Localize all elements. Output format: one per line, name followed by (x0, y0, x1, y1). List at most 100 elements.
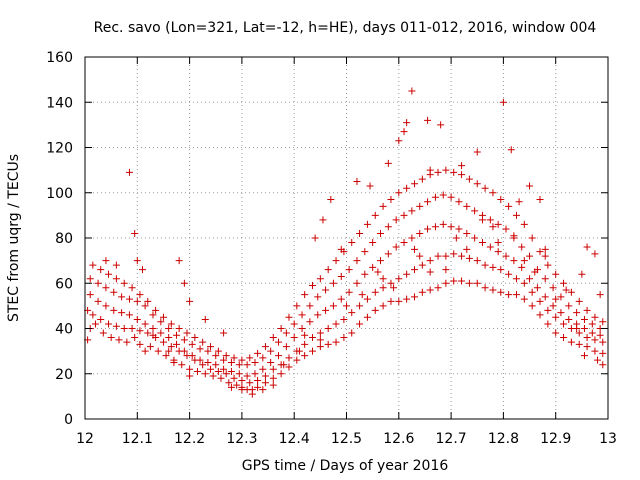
data-point (112, 322, 120, 330)
data-point (424, 198, 432, 206)
data-point (410, 266, 418, 274)
data-point (591, 313, 599, 321)
data-point (465, 175, 473, 183)
data-point (118, 309, 126, 317)
data-point (309, 347, 317, 355)
data-point (489, 189, 497, 197)
data-point (580, 325, 588, 332)
data-point (458, 277, 466, 285)
y-tick-label: 60 (55, 276, 73, 292)
data-point (340, 315, 348, 323)
data-point (188, 340, 196, 348)
data-point (520, 295, 528, 303)
data-point (332, 257, 340, 265)
data-point (505, 291, 513, 299)
data-point (141, 347, 149, 355)
data-point (167, 343, 175, 351)
data-point (269, 381, 277, 389)
data-point (515, 198, 523, 206)
data-point (512, 275, 520, 283)
data-point (327, 196, 335, 204)
data-point (573, 325, 581, 332)
data-point (146, 343, 154, 351)
data-point (384, 159, 392, 167)
data-point (410, 293, 418, 301)
data-point (518, 243, 526, 251)
data-point (486, 216, 494, 224)
data-point (591, 347, 599, 355)
data-point (416, 252, 424, 260)
data-point (277, 325, 285, 332)
data-point (301, 291, 309, 299)
data-point (552, 270, 560, 278)
data-point (463, 245, 471, 253)
data-point (390, 284, 398, 292)
data-point (133, 257, 141, 265)
data-point (510, 232, 518, 240)
data-point (128, 325, 136, 332)
data-point (149, 331, 157, 339)
data-point (175, 325, 183, 332)
data-point (431, 193, 439, 201)
data-point (505, 202, 513, 210)
data-point (560, 279, 568, 287)
data-point (225, 379, 233, 387)
data-point (165, 347, 173, 355)
data-point (544, 320, 552, 328)
data-point (400, 128, 408, 136)
data-point (431, 223, 439, 231)
data-point (418, 288, 426, 296)
data-point (214, 347, 222, 355)
data-point (588, 329, 596, 337)
data-point (269, 374, 277, 382)
data-point (285, 363, 293, 371)
data-point (549, 284, 557, 292)
data-point (552, 313, 560, 321)
data-point (374, 268, 382, 276)
data-point (269, 365, 277, 373)
data-point (541, 293, 549, 301)
data-point (418, 261, 426, 269)
data-point (316, 336, 324, 344)
data-point (494, 220, 502, 228)
data-point (494, 239, 502, 247)
data-point (275, 338, 283, 346)
data-point (442, 252, 450, 260)
data-point (567, 288, 575, 296)
data-point (324, 340, 332, 348)
data-point (499, 98, 507, 106)
data-point (536, 297, 544, 305)
data-point (403, 270, 411, 278)
data-point (186, 372, 194, 380)
data-point (204, 347, 212, 355)
data-point (408, 234, 416, 242)
data-point (149, 311, 157, 319)
axis-ticks: 12 12.1 12.2 12.3 12.4 12.5 12.6 12.7 12.8 12.9 13… (46, 50, 617, 447)
data-point (471, 207, 479, 215)
data-point (259, 386, 267, 394)
data-point (526, 252, 534, 260)
data-point (94, 297, 102, 305)
data-point (599, 318, 607, 326)
data-point (152, 306, 160, 314)
data-point (186, 297, 194, 305)
data-point (277, 370, 285, 378)
data-point (358, 291, 366, 299)
data-point (528, 234, 536, 242)
y-tick-label: 0 (64, 412, 73, 428)
data-point (583, 306, 591, 314)
x-tick-label: 12.3 (226, 431, 257, 447)
data-point (583, 334, 591, 342)
data-point (301, 352, 309, 360)
data-point (473, 257, 481, 265)
data-point (251, 370, 259, 378)
data-point (552, 329, 560, 337)
data-point (348, 239, 356, 247)
data-point (254, 383, 262, 391)
data-point (497, 266, 505, 274)
data-point (353, 279, 361, 287)
data-point (316, 343, 324, 351)
data-point (345, 266, 353, 274)
data-point (159, 313, 167, 321)
data-point (502, 252, 510, 260)
